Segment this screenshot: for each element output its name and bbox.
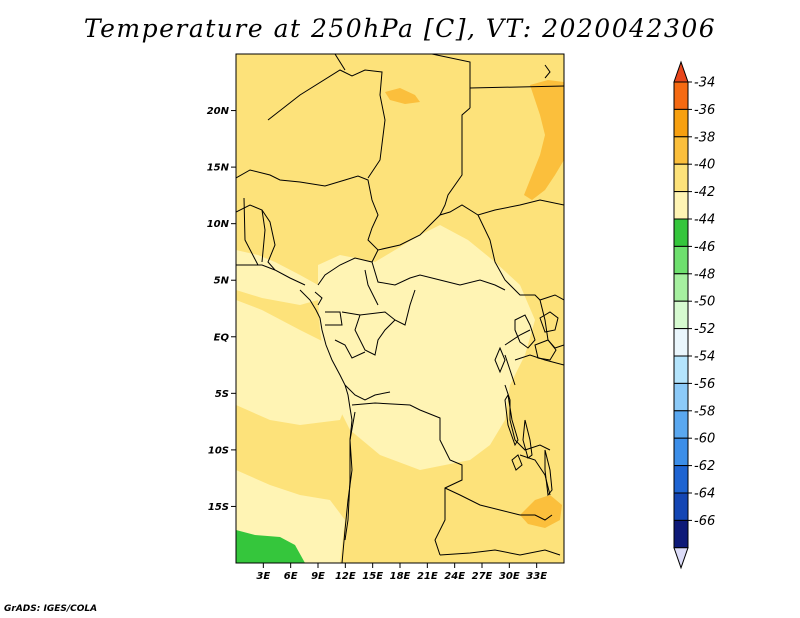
lon-tick-label: 24E [444, 571, 465, 582]
lat-tick-label: 15N [207, 163, 230, 174]
colorbar-segment [673, 273, 689, 302]
grads-credit: GrADS: IGES/COLA [4, 604, 98, 614]
colorbar-segment [673, 328, 689, 357]
colorbar-level-label: -64 [694, 487, 715, 502]
colorbar-level-label: -34 [694, 76, 715, 91]
colorbar-level-label: -40 [694, 158, 715, 173]
temperature-region-light-coast [236, 300, 352, 425]
colorbar: -34 -36 -38 -40 -42 -44 -46 -48 -50 -52 -54 -56 -58 -… [673, 60, 715, 570]
longitude-axis: 3E 6E 9E 12E 15E 18E 21E 24E 27E 30E 33E [256, 563, 547, 582]
colorbar-segment [673, 163, 689, 193]
colorbar-level-label: -36 [694, 103, 715, 118]
colorbar-segment [673, 492, 689, 521]
temperature-region-cold-southwest [236, 530, 305, 563]
temperature-region-light-center [318, 225, 535, 470]
temperature-region-warm-southeast [520, 495, 562, 528]
lon-tick-label: 12E [335, 571, 356, 582]
colorbar-level-label: -66 [694, 514, 715, 529]
lon-tick-label: 18E [390, 571, 411, 582]
colorbar-level-label: -38 [694, 130, 715, 145]
lon-tick-label: 33E [526, 571, 547, 582]
colorbar-level-label: -62 [694, 459, 715, 474]
lon-tick-label: 9E [311, 571, 325, 582]
colorbar-segment [673, 136, 689, 165]
colorbar-segment [673, 300, 689, 330]
colorbar-level-label: -42 [694, 185, 715, 200]
temperature-region-light-north-atlantic [236, 250, 318, 305]
lon-tick-label: 6E [284, 571, 298, 582]
colorbar-bottom-arrow [673, 547, 689, 570]
map-title: Temperature at 250hPa [C], VT: 202004230… [83, 14, 717, 43]
lon-tick-label: 15E [362, 571, 383, 582]
lon-tick-label: 27E [472, 571, 493, 582]
colorbar-level-label: -56 [694, 377, 715, 392]
colorbar-segment [673, 437, 689, 467]
lon-tick-label: 21E [417, 571, 438, 582]
colorbar-top-arrow [673, 60, 689, 83]
colorbar-level-label: -54 [694, 350, 715, 365]
colorbar-segment [673, 191, 689, 220]
colorbar-level-label: -58 [694, 404, 715, 419]
lat-tick-label: 5S [215, 389, 229, 400]
colorbar-segment [673, 519, 689, 549]
lon-tick-label: 3E [256, 571, 270, 582]
colorbar-segment [673, 355, 689, 384]
lat-tick-label: 20N [207, 106, 230, 117]
colorbar-level-label: -50 [694, 295, 715, 310]
colorbar-segment [673, 218, 689, 247]
lat-tick-label: 15S [208, 502, 229, 513]
colorbar-level-label: -48 [694, 267, 715, 282]
colorbar-segment [673, 108, 689, 138]
colorbar-segment [673, 245, 689, 275]
lon-tick-label: 30E [499, 571, 520, 582]
lat-tick-label: 10S [208, 445, 229, 456]
colorbar-level-label: -60 [694, 432, 715, 447]
colorbar-level-label: -44 [694, 213, 715, 228]
temperature-region-warm-northeast [524, 80, 564, 200]
lat-tick-label: EQ [214, 332, 230, 343]
temperature-region-warm-north-strip [385, 88, 420, 104]
colorbar-level-label: -46 [694, 240, 715, 255]
lat-tick-label: 5N [214, 276, 230, 287]
country-borders [236, 54, 564, 563]
colorbar-level-label: -52 [694, 322, 715, 337]
map-panel [236, 54, 564, 563]
lat-tick-label: 10N [207, 219, 230, 230]
colorbar-segment [673, 465, 689, 494]
colorbar-segment [673, 410, 689, 439]
latitude-axis: 20N 15N 10N 5N EQ 5S 10S 15S [207, 106, 236, 513]
colorbar-segment [673, 382, 689, 412]
colorbar-segment [673, 81, 689, 110]
